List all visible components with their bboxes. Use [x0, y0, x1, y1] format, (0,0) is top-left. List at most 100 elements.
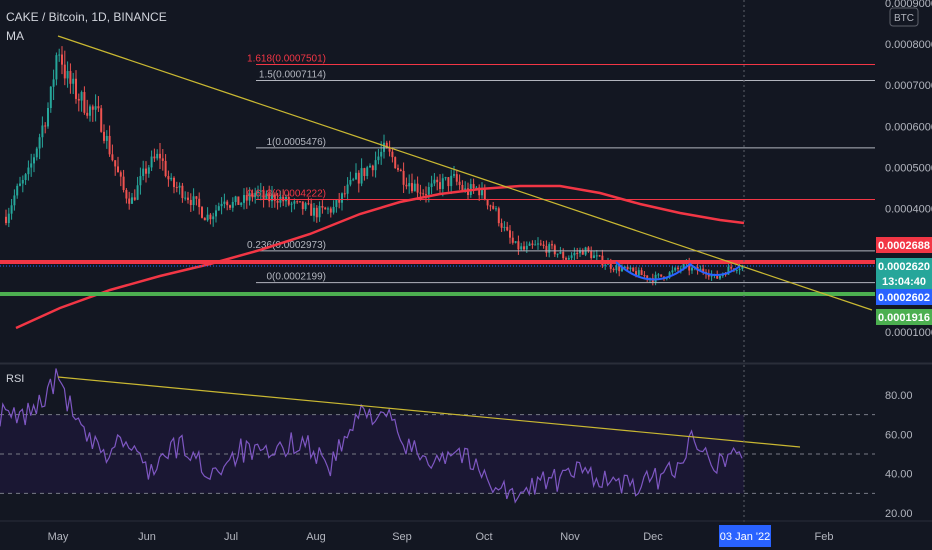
candle-body: [397, 168, 399, 170]
candle-body: [49, 86, 52, 108]
candle-body: [371, 165, 374, 171]
candle-body: [63, 64, 66, 79]
candle-body: [327, 208, 329, 210]
candle-body: [262, 190, 265, 200]
candle-body: [150, 156, 153, 168]
candle-body: [184, 197, 187, 199]
candle-body: [215, 210, 217, 217]
candle-body: [489, 205, 492, 207]
candle-body: [604, 264, 607, 266]
candle-body: [399, 169, 402, 171]
candle-body: [343, 193, 346, 195]
candle-body: [209, 214, 212, 220]
price-axis-tick: 0.0007000: [885, 80, 932, 92]
candle-body: [413, 183, 416, 192]
cursor-date-badge-bg: [719, 525, 771, 547]
rsi-indicator-label[interactable]: RSI: [6, 373, 25, 385]
ma-indicator-label[interactable]: MA: [6, 29, 24, 43]
candle-body: [394, 157, 397, 169]
price-axis-tick: 0.0005000: [885, 162, 932, 174]
candle-body: [13, 195, 16, 206]
time-axis-tick: Dec: [643, 531, 663, 543]
candle-body: [349, 179, 352, 185]
candle-body: [450, 175, 453, 187]
candle-body: [523, 246, 525, 250]
candle-body: [735, 270, 738, 272]
candle-body: [296, 201, 299, 203]
candle-body: [114, 160, 117, 167]
candle-body: [478, 187, 481, 196]
candle-body: [483, 188, 486, 200]
candle-body: [545, 245, 548, 253]
candle-body: [439, 182, 441, 189]
candle-body: [181, 185, 184, 199]
chart-title: CAKE / Bitcoin, 1D, BINANCE: [6, 10, 167, 24]
candle-body: [500, 223, 503, 228]
candle-body: [338, 199, 341, 203]
candle-body: [363, 168, 366, 177]
candle-body: [97, 106, 100, 109]
candle-body: [175, 187, 178, 189]
time-axis-tick: Jun: [138, 531, 156, 543]
candle-body: [517, 241, 520, 250]
candle-body: [643, 275, 646, 277]
candle-body: [125, 189, 128, 199]
price-badge-bg: [876, 273, 932, 289]
candle-body: [147, 167, 150, 174]
candle-body: [730, 266, 733, 269]
rsi-axis-tick: 20.00: [885, 508, 913, 520]
candle-body: [688, 263, 691, 271]
candle-body: [702, 268, 705, 272]
candle-body: [598, 255, 601, 257]
candle-body: [94, 106, 97, 110]
candle-body: [531, 243, 534, 245]
candle-body: [251, 193, 254, 198]
candle-body: [534, 244, 537, 246]
candle-body: [520, 246, 523, 250]
candle-body: [542, 244, 545, 246]
time-axis-tick: Feb: [815, 531, 834, 543]
candle-body: [559, 251, 562, 254]
candle-body: [52, 79, 55, 87]
fib-level-label: 1(0.0005476): [267, 137, 327, 148]
candle-body: [80, 92, 83, 101]
candle-body: [7, 213, 10, 224]
price-badge: 13:04:40: [882, 276, 926, 288]
candle-body: [388, 147, 391, 152]
price-badge-bg: [876, 237, 932, 253]
candle-body: [626, 266, 629, 270]
candle-body: [83, 92, 86, 113]
price-axis-tick: 0.0001000: [885, 327, 932, 339]
price-badge: 0.0002688: [878, 240, 930, 252]
candle-body: [548, 244, 551, 253]
candle-body: [691, 267, 693, 271]
candle-body: [590, 251, 593, 259]
fib-level-label: 1.618(0.0007501): [247, 54, 326, 65]
candle-body: [593, 255, 595, 259]
candle-body: [142, 168, 145, 177]
candle-body: [58, 54, 61, 56]
currency-badge: BTC: [894, 13, 914, 24]
candle-body: [741, 265, 744, 269]
candle-body: [131, 197, 133, 204]
candle-body: [226, 201, 229, 206]
candle-body: [472, 184, 475, 189]
candle-body: [178, 185, 181, 188]
candle-body: [315, 207, 318, 218]
candle-body: [206, 214, 209, 221]
candle-body: [640, 270, 643, 276]
rsi-trendline: [57, 376, 801, 448]
candle-body: [553, 245, 556, 255]
candle-body: [660, 274, 663, 277]
candle-body: [105, 135, 108, 141]
candle-body: [674, 267, 677, 271]
candle-body: [75, 78, 77, 99]
candle-body: [229, 205, 231, 208]
candle-body: [511, 237, 514, 243]
candle-body: [525, 245, 528, 250]
candle-body: [223, 201, 226, 204]
candle-body: [248, 193, 251, 201]
candle-body: [10, 205, 13, 214]
candle-body: [212, 216, 215, 220]
